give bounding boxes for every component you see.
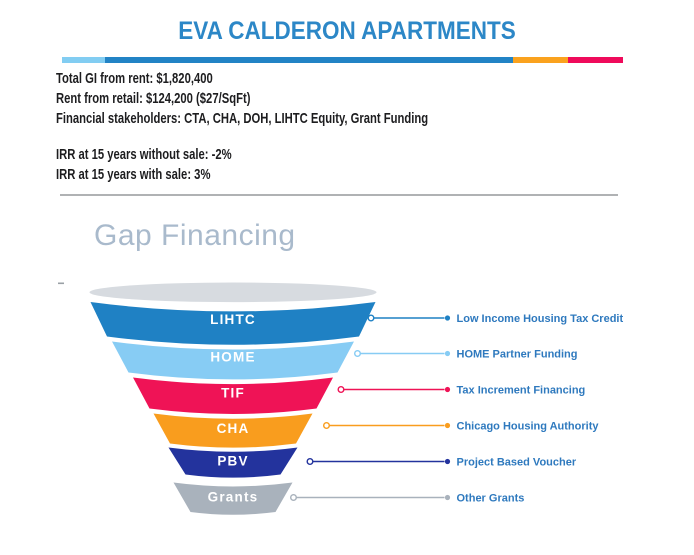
funnel-band-label-home: HOME <box>210 350 255 365</box>
accent-bar-segment-blue <box>105 57 513 63</box>
connector-ring-grants <box>290 494 298 502</box>
funnel-band-home <box>112 341 354 380</box>
summary-line-gi-rent: Total GI from rent: $1,820,400 <box>56 70 213 87</box>
section-divider <box>60 194 618 196</box>
funnel-description-pbv: Project Based Voucher <box>457 456 577 468</box>
funnel-description-lihtc: Low Income Housing Tax Credit <box>457 313 624 325</box>
funnel-description-cha: Chicago Housing Authority <box>457 420 600 432</box>
irr-line-without-sale: IRR at 15 years without sale: -2% <box>56 146 232 163</box>
connector-dot-pbv <box>444 458 451 465</box>
connector-dot-tif <box>444 386 451 393</box>
funnel-band-label-lihtc: LIHTC <box>210 312 256 327</box>
connector-ring-tif <box>337 386 345 394</box>
funnel-heading: Gap Financing <box>94 219 296 252</box>
connector-dot-home <box>444 350 451 357</box>
summary-line-retail-rent: Rent from retail: $124,200 ($27/SqFt) <box>56 90 251 107</box>
funnel-band-lihtc <box>90 302 376 345</box>
connector-ring-pbv <box>306 458 314 466</box>
accent-bar-segment-orange <box>513 57 568 63</box>
funnel-band-label-cha: CHA <box>217 421 250 436</box>
accent-bar-segment-lightblue <box>62 57 105 63</box>
funnel-band-label-tif: TIF <box>221 386 245 401</box>
funnel-band-label-pbv: PBV <box>217 454 248 469</box>
irr-block: IRR at 15 years without sale: -2% IRR at… <box>56 145 428 185</box>
funnel-top-ellipse <box>89 282 377 303</box>
property-summary: Total GI from rent: $1,820,400 Rent from… <box>56 69 428 185</box>
connector-ring-lihtc <box>367 314 375 322</box>
funnel-band-pbv <box>168 447 298 478</box>
connector-ring-home <box>354 350 362 358</box>
funnel-band-tif <box>133 377 333 414</box>
accent-bar <box>62 57 623 63</box>
accent-bar-segment-pink <box>568 57 623 63</box>
connector-dot-cha <box>444 422 451 429</box>
connector-dot-lihtc <box>444 315 451 321</box>
funnel-description-grants: Other Grants <box>457 492 525 504</box>
funnel-band-grants <box>173 482 293 515</box>
funnel-band-label-grants: Grants <box>208 490 259 505</box>
page-title: EVA CALDERON APARTMENTS <box>178 17 516 45</box>
connector-ring-cha <box>323 422 331 430</box>
funnel-band-cha <box>153 413 313 448</box>
summary-line-stakeholders: Financial stakeholders: CTA, CHA, DOH, L… <box>56 110 429 127</box>
irr-line-with-sale: IRR at 15 years with sale: 3% <box>56 166 211 183</box>
funnel-description-home: HOME Partner Funding <box>457 348 578 360</box>
funnel-description-tif: Tax Increment Financing <box>457 384 586 396</box>
connector-dot-grants <box>444 494 451 501</box>
